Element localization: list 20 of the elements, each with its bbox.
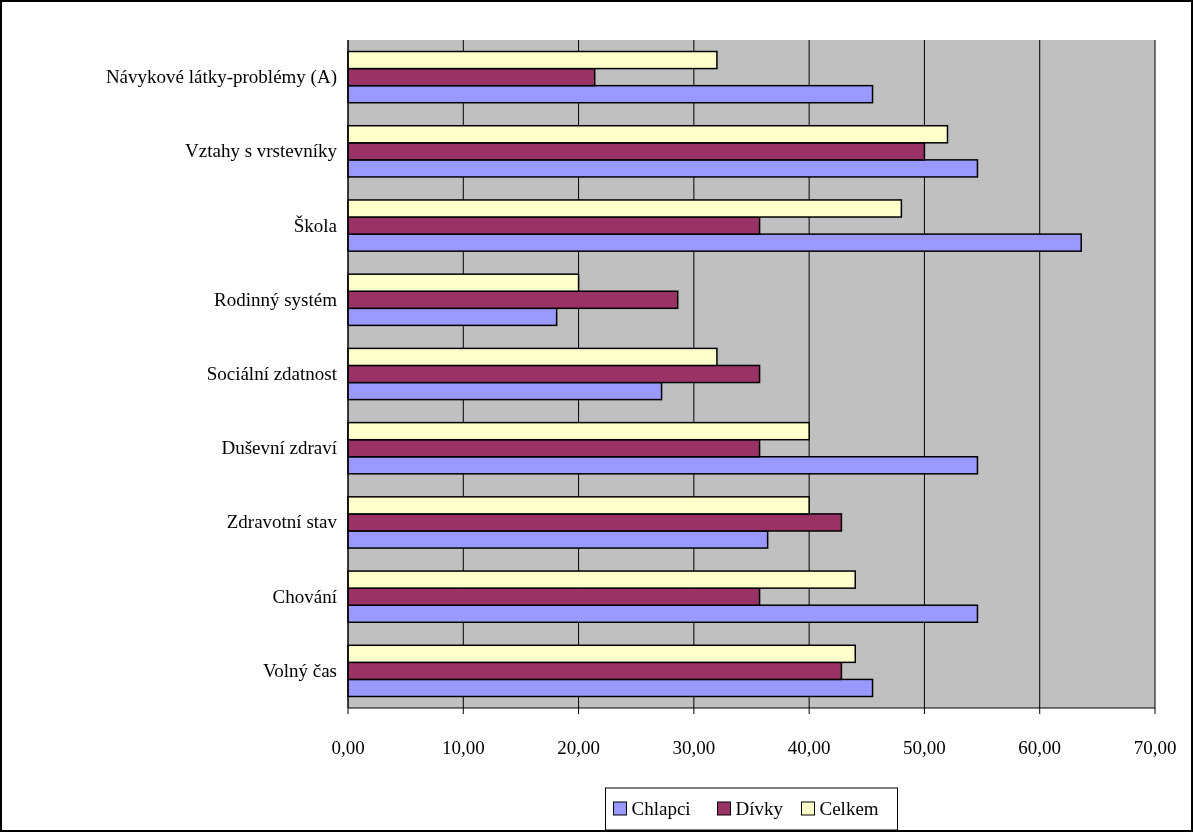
y-tick-label: Návykové látky-problémy (A) [105,66,337,89]
legend-label: Dívky [735,798,784,819]
y-tick-label: Rodinný systém [214,288,338,310]
y-tick-label: Duševní zdraví [221,437,338,459]
x-tick-label: 50,00 [903,737,946,758]
y-tick-label: Sociální zdatnost [206,363,338,384]
x-tick-label: 10,00 [441,737,485,758]
x-tick-label: 60,00 [1018,737,1062,758]
x-tick-label: 20,00 [557,737,600,758]
y-tick-label: Vztahy s vrstevníky [185,140,338,162]
y-tick-label: Volný čas [262,659,337,681]
y-tick-label: Zdravotní stav [226,511,338,533]
x-tick-label: 40,00 [787,737,831,758]
x-tick-label: 30,00 [672,737,716,758]
y-tick-label: Chování [272,585,338,607]
y-tick-label: Škola [293,214,338,236]
legend-label: Celkem [819,798,879,819]
x-tick-label: 0,00 [331,737,365,758]
legend-label: Chlapci [631,798,691,819]
x-tick-label: 70,00 [1133,737,1177,758]
